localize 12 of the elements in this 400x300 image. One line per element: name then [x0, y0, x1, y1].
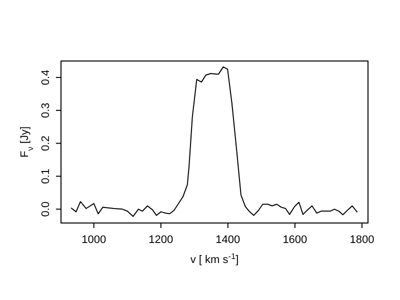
line-series [70, 66, 358, 217]
x-tick-label: 1800 [350, 234, 374, 246]
y-tick-label: 0.2 [40, 136, 52, 151]
x-axis-title: v [ km s$^{-1}$] [190, 252, 239, 266]
y-tick-label: 0.4 [40, 70, 52, 86]
y-tick-label: 0.3 [40, 102, 52, 118]
x-tick-label: 1600 [282, 234, 308, 246]
x-tick-label: 1200 [148, 234, 174, 246]
x-tick-label: 1400 [216, 234, 240, 246]
y-tick-label: 0.0 [40, 202, 52, 217]
x-tick-label: 1000 [82, 234, 106, 246]
y-tick-label: 0.1 [40, 168, 52, 184]
